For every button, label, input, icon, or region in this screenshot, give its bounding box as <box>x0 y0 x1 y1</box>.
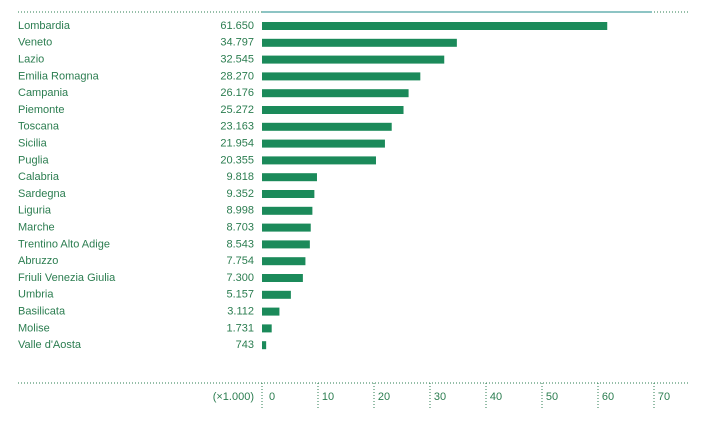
category-label: Molise <box>18 322 50 334</box>
value-label: 20.355 <box>220 154 254 166</box>
x-axis-label: (×1.000) <box>213 391 254 403</box>
category-label: Friuli Venezia Giulia <box>18 272 116 284</box>
category-label: Lazio <box>18 54 44 66</box>
value-label: 3.112 <box>227 306 254 318</box>
x-tick-label: 40 <box>490 391 502 403</box>
bar <box>262 341 267 350</box>
bar <box>262 139 385 148</box>
category-label: Basilicata <box>18 306 66 318</box>
value-label: 1.731 <box>226 322 254 334</box>
x-tick-label: 10 <box>322 391 334 403</box>
value-label: 7.300 <box>226 272 254 284</box>
bar <box>262 106 404 114</box>
category-label: Puglia <box>18 154 49 166</box>
bar <box>262 22 608 30</box>
category-label: Veneto <box>18 37 52 49</box>
bar <box>262 89 409 98</box>
bar <box>262 55 445 64</box>
category-label: Valle d'Aosta <box>18 339 82 351</box>
category-label: Trentino Alto Adige <box>18 238 110 250</box>
bar <box>262 173 317 182</box>
value-label: 32.545 <box>220 54 254 66</box>
value-label: 9.352 <box>226 188 254 200</box>
category-label: Calabria <box>18 171 60 183</box>
x-tick-label: 0 <box>269 391 275 403</box>
category-label: Marche <box>18 222 55 234</box>
value-label: 8.543 <box>226 238 254 250</box>
bar <box>262 274 303 282</box>
category-label: Campania <box>18 87 69 99</box>
bar <box>262 324 272 333</box>
category-label: Piemonte <box>18 104 64 116</box>
category-label: Sardegna <box>18 188 67 200</box>
category-label: Lombardia <box>18 20 71 32</box>
category-label: Sicilia <box>18 138 48 150</box>
bar <box>262 257 306 266</box>
value-label: 25.272 <box>220 104 254 116</box>
category-label: Umbria <box>18 289 54 301</box>
category-label: Emilia Romagna <box>18 70 100 82</box>
bar <box>262 122 392 131</box>
bar <box>262 240 310 249</box>
value-label: 61.650 <box>220 20 254 32</box>
value-label: 21.954 <box>220 138 254 150</box>
bar <box>262 290 291 299</box>
bar <box>262 156 376 165</box>
value-label: 26.176 <box>220 87 254 99</box>
bar <box>262 72 421 81</box>
value-label: 9.818 <box>226 171 254 183</box>
bar <box>262 38 457 47</box>
value-label: 8.703 <box>226 222 254 234</box>
value-label: 7.754 <box>226 255 254 267</box>
bar <box>262 190 315 198</box>
bar <box>262 307 280 316</box>
category-label: Abruzzo <box>18 255 58 267</box>
x-tick-label: 60 <box>602 391 614 403</box>
x-tick-label: 50 <box>546 391 558 403</box>
value-label: 34.797 <box>220 37 254 49</box>
category-label: Toscana <box>18 121 60 133</box>
value-label: 23.163 <box>220 121 254 133</box>
value-label: 28.270 <box>220 70 254 82</box>
x-tick-label: 20 <box>378 391 390 403</box>
category-label: Liguria <box>18 205 52 217</box>
value-label: 5.157 <box>226 289 254 301</box>
bar <box>262 206 313 215</box>
x-tick-label: 70 <box>658 391 670 403</box>
x-tick-label: 30 <box>434 391 446 403</box>
bar <box>262 223 311 232</box>
value-label: 8.998 <box>226 205 254 217</box>
value-label: 743 <box>236 339 254 351</box>
